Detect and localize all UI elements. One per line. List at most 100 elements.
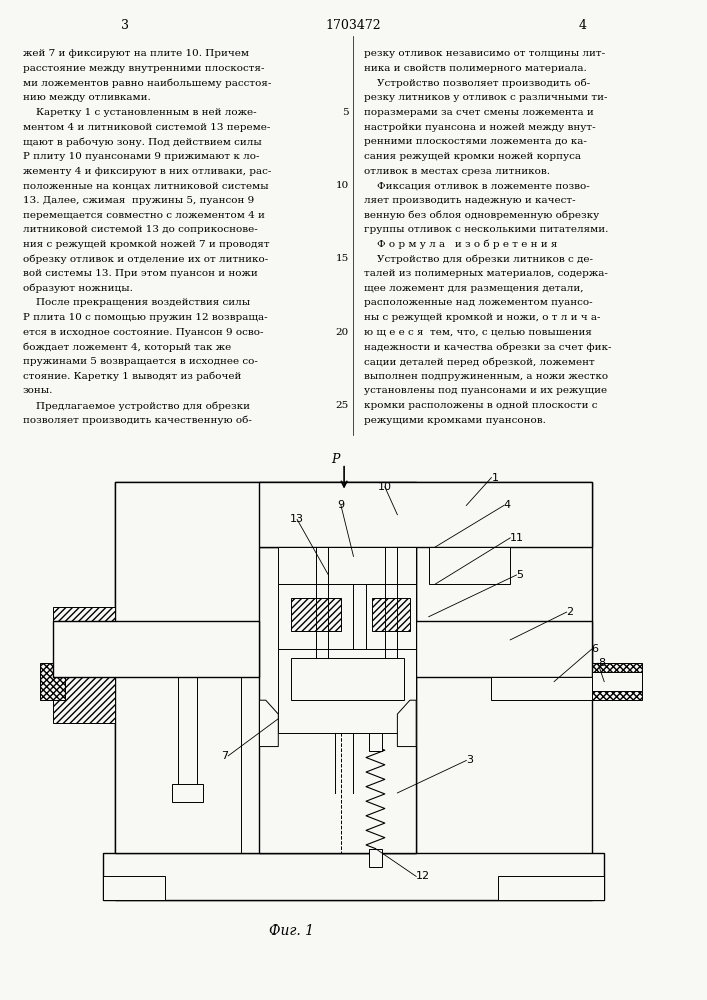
Text: ника и свойств полимерного материала.: ника и свойств полимерного материала. [364, 64, 587, 73]
Text: сания режущей кромки ножей корпуса: сания режущей кромки ножей корпуса [364, 152, 581, 161]
Text: 3: 3 [467, 755, 473, 765]
Text: пружинами 5 возвращается в исходнее со-: пружинами 5 возвращается в исходнее со- [23, 357, 257, 366]
Text: 25: 25 [335, 401, 349, 410]
Text: 5: 5 [342, 108, 349, 117]
Bar [498, 876, 604, 900]
Text: жементу 4 и фиксируют в них отливаки, рас-: жементу 4 и фиксируют в них отливаки, ра… [23, 167, 271, 176]
Bar [259, 547, 416, 853]
Text: ния с режущей кромкой ножей 7 и проводят: ния с режущей кромкой ножей 7 и проводят [23, 240, 269, 249]
Text: 15: 15 [335, 254, 349, 263]
Text: обрезку отливок и отделение их от литнико-: обрезку отливок и отделение их от литник… [23, 254, 268, 264]
Text: режущими кромками пуансонов.: режущими кромками пуансонов. [364, 416, 546, 425]
Bar [373, 598, 410, 631]
Text: Ф о р м у л а   и з о б р е т е н и я: Ф о р м у л а и з о б р е т е н и я [364, 240, 557, 249]
Text: Фиг. 1: Фиг. 1 [269, 924, 314, 938]
Text: 4: 4 [504, 500, 511, 510]
Text: ренними плоскостями ложемента до ка-: ренними плоскостями ложемента до ка- [364, 137, 587, 146]
Bar [103, 876, 165, 900]
Text: Каретку 1 с установленным в ней ложе-: Каретку 1 с установленным в ней ложе- [23, 108, 256, 117]
Text: ю щ е е с я  тем, что, с целью повышения: ю щ е е с я тем, что, с целью повышения [364, 328, 592, 337]
Text: кромки расположены в одной плоскости с: кромки расположены в одной плоскости с [364, 401, 597, 410]
Text: положенные на концах литниковой системы: положенные на концах литниковой системы [23, 181, 268, 190]
Text: расположенные над ложементом пуансо-: расположенные над ложементом пуансо- [364, 298, 592, 307]
Text: талей из полимерных материалов, содержа-: талей из полимерных материалов, содержа- [364, 269, 608, 278]
Text: щают в рабочую зону. Под действием силы: щают в рабочую зону. Под действием силы [23, 137, 262, 147]
Bar [369, 849, 382, 867]
Text: ны с режущей кромкой и ножи, о т л и ч а-: ны с режущей кромкой и ножи, о т л и ч а… [364, 313, 600, 322]
Text: позволяет производить качественную об-: позволяет производить качественную об- [23, 416, 252, 425]
Bar [491, 677, 592, 700]
Bar [592, 663, 642, 700]
Bar [115, 482, 416, 853]
Bar [103, 853, 604, 900]
Text: расстояние между внутренними плоскостя-: расстояние между внутренними плоскостя- [23, 64, 264, 73]
Bar [279, 649, 416, 733]
Text: группы отливок с несколькими питателями.: группы отливок с несколькими питателями. [364, 225, 609, 234]
Text: поразмерами за счет смены ложемента и: поразмерами за счет смены ложемента и [364, 108, 594, 117]
Text: 7: 7 [221, 751, 228, 761]
Text: зоны.: зоны. [23, 386, 53, 395]
Bar [52, 621, 259, 677]
Text: сации деталей перед обрезкой, ложемент: сации деталей перед обрезкой, ложемент [364, 357, 595, 367]
Text: стояние. Каретку 1 выводят из рабочей: стояние. Каретку 1 выводят из рабочей [23, 372, 241, 381]
Text: 13: 13 [290, 514, 304, 524]
Text: 10: 10 [335, 181, 349, 190]
Text: 8: 8 [598, 658, 605, 668]
Text: образуют ножницы.: образуют ножницы. [23, 284, 132, 293]
Text: 5: 5 [516, 570, 523, 580]
Text: отливок в местах среза литников.: отливок в местах среза литников. [364, 167, 550, 176]
Text: литниковой системой 13 до соприкоснове-: литниковой системой 13 до соприкоснове- [23, 225, 257, 234]
Text: 3: 3 [121, 19, 129, 32]
Text: 12: 12 [416, 871, 431, 881]
Text: 2: 2 [566, 607, 573, 617]
Bar [428, 547, 510, 584]
Text: резку отливок независимо от толщины лит-: резку отливок независимо от толщины лит- [364, 49, 605, 58]
Text: 1703472: 1703472 [326, 19, 381, 32]
Text: 1: 1 [491, 473, 498, 483]
Bar [172, 784, 203, 802]
Text: P: P [332, 453, 340, 466]
Text: Устройство позволяет производить об-: Устройство позволяет производить об- [364, 79, 590, 88]
Text: ми ложементов равно наибольшему расстоя-: ми ложементов равно наибольшему расстоя- [23, 79, 271, 88]
Bar [52, 607, 115, 723]
Text: 10: 10 [378, 482, 392, 492]
Text: 9: 9 [337, 500, 344, 510]
Text: Р плиту 10 пуансонами 9 прижимают к ло-: Р плиту 10 пуансонами 9 прижимают к ло- [23, 152, 259, 161]
Bar [279, 584, 354, 654]
Text: выполнен подпружиненным, а ножи жестко: выполнен подпружиненным, а ножи жестко [364, 372, 608, 381]
Bar [291, 598, 341, 631]
Text: Предлагаемое устройство для обрезки: Предлагаемое устройство для обрезки [23, 401, 250, 411]
Text: Р плита 10 с помощью пружин 12 возвраща-: Р плита 10 с помощью пружин 12 возвраща- [23, 313, 267, 322]
Text: Фиксация отливок в ложементе позво-: Фиксация отливок в ложементе позво- [364, 181, 590, 190]
Bar [291, 658, 404, 700]
Bar [279, 547, 416, 584]
Bar [592, 672, 642, 691]
Text: ется в исходное состояние. Пуансон 9 осво-: ется в исходное состояние. Пуансон 9 осв… [23, 328, 263, 337]
Bar [40, 663, 65, 700]
Text: ляет производить надежную и качест-: ляет производить надежную и качест- [364, 196, 575, 205]
Bar [369, 733, 382, 751]
Bar [115, 482, 592, 900]
Text: вой системы 13. При этом пуансон и ножи: вой системы 13. При этом пуансон и ножи [23, 269, 257, 278]
Text: 20: 20 [335, 328, 349, 337]
Text: Устройство для обрезки литников с де-: Устройство для обрезки литников с де- [364, 254, 593, 264]
Text: 13. Далее, сжимая  пружины 5, пуансон 9: 13. Далее, сжимая пружины 5, пуансон 9 [23, 196, 254, 205]
Polygon shape [397, 700, 416, 747]
Bar [259, 482, 592, 547]
Text: перемещается совместно с ложементом 4 и: перемещается совместно с ложементом 4 и [23, 211, 264, 220]
Text: нию между отливками.: нию между отливками. [23, 93, 151, 102]
Text: бождает ложемент 4, который так же: бождает ложемент 4, который так же [23, 342, 230, 352]
Bar [416, 621, 592, 677]
Text: установлены под пуансонами и их режущие: установлены под пуансонами и их режущие [364, 386, 607, 395]
Text: 6: 6 [592, 644, 599, 654]
Bar [366, 584, 416, 654]
Text: щее ложемент для размещения детали,: щее ложемент для размещения детали, [364, 284, 583, 293]
Text: венную без облоя одновременную обрезку: венную без облоя одновременную обрезку [364, 211, 600, 220]
Text: настройки пуансона и ножей между внут-: настройки пуансона и ножей между внут- [364, 123, 596, 132]
Text: После прекращения воздействия силы: После прекращения воздействия силы [23, 298, 250, 307]
Polygon shape [259, 700, 279, 747]
Text: ментом 4 и литниковой системой 13 переме-: ментом 4 и литниковой системой 13 переме… [23, 123, 270, 132]
Text: 11: 11 [510, 533, 524, 543]
Text: 4: 4 [578, 19, 586, 32]
Text: резку литников у отливок с различными ти-: резку литников у отливок с различными ти… [364, 93, 607, 102]
